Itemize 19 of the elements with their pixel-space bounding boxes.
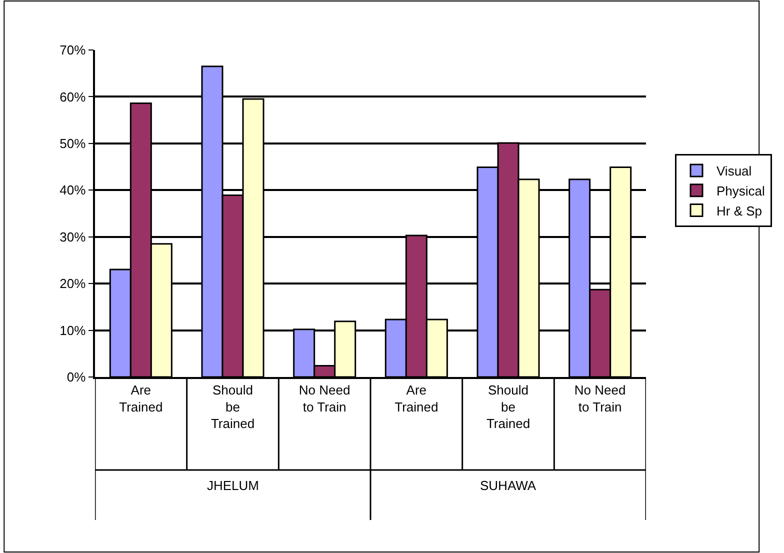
x-tick-label: No Need to Train <box>298 382 350 414</box>
x-tick-label: Should be Trained <box>210 382 255 432</box>
y-tick-label: 20% <box>60 276 86 292</box>
y-tick-label: 30% <box>60 229 86 244</box>
y-tick-label: 10% <box>60 322 86 338</box>
y-tick-label: 60% <box>60 89 86 104</box>
y-tick-label: 40% <box>60 182 86 198</box>
text: SUHAWA <box>480 478 536 493</box>
x-tick-label: No Need to Train <box>574 382 626 414</box>
legend-label: Hr & Sp <box>716 203 762 218</box>
x-tick-label: Are Trained <box>394 382 438 414</box>
legend-label: Physical <box>716 183 766 198</box>
x-tick-label: Should be Trained <box>486 382 530 432</box>
text: JHELUM <box>207 478 260 493</box>
y-tick-label: 50% <box>60 136 86 151</box>
x-tick-label: Are Trained <box>119 382 163 414</box>
legend-label: Visual <box>716 164 752 179</box>
y-tick-label: 70% <box>60 42 86 58</box>
y-tick-label: 0% <box>66 370 86 385</box>
